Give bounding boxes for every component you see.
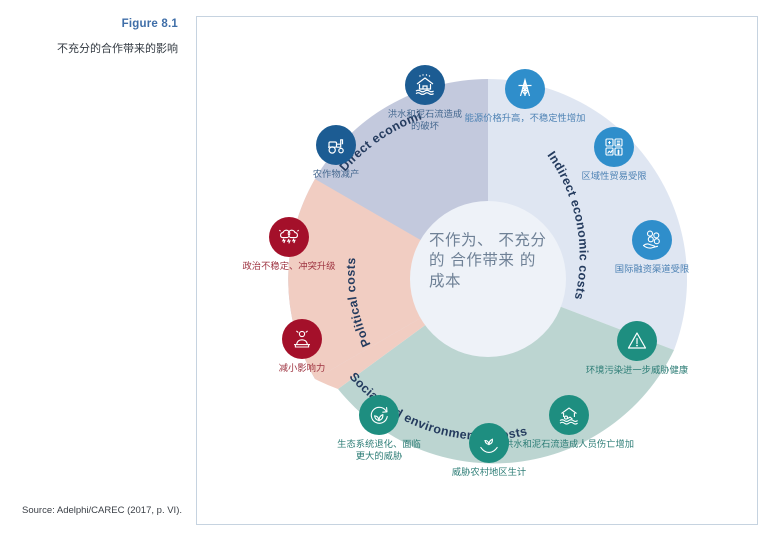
node-label: 国际融资渠道受限 xyxy=(614,264,690,275)
node-label: 区域性贸易受限 xyxy=(581,171,647,182)
node-international-finance[interactable]: 国际融资渠道受限 xyxy=(577,220,727,276)
node-reduced-influence[interactable]: 减小影响力 xyxy=(227,319,377,375)
trade-grid-icon xyxy=(594,127,634,167)
coins-hand-icon xyxy=(632,220,672,260)
node-label: 农作物减产 xyxy=(312,169,360,180)
node-label: 洪水和泥石流造成人员伤亡增加 xyxy=(503,439,635,450)
source-note: Source: Adelphi/CAREC (2017, p. VI). xyxy=(22,505,182,516)
figure-number: Figure 8.1 xyxy=(121,18,178,30)
node-flood-casualties[interactable]: 洪水和泥石流造成人员伤亡增加 xyxy=(474,395,664,451)
segment-political-body[interactable] xyxy=(288,179,488,379)
figure-frame: Direct economic costs Indirect economic … xyxy=(196,16,758,525)
figure-caption-block: Figure 8.1 不充分的合作带来的影响 xyxy=(0,18,188,57)
node-label: 政治不稳定、冲突升级 xyxy=(242,261,336,272)
node-flood-damage[interactable]: 洪水和泥石流造成 的破坏 xyxy=(350,65,500,133)
node-political-instability[interactable]: 政治不稳定、冲突升级 xyxy=(214,217,364,273)
node-crop-loss[interactable]: 农作物减产 xyxy=(261,125,411,181)
sprout-hand-icon xyxy=(469,423,509,463)
node-energy-prices[interactable]: 能源价格升高，不稳定性增加 xyxy=(430,69,620,125)
node-rural-livelihoods[interactable]: 威胁农村地区生计 xyxy=(414,423,564,479)
center-hub xyxy=(410,201,566,357)
segment-social[interactable] xyxy=(338,279,674,464)
node-label: 威胁农村地区生计 xyxy=(451,467,527,478)
power-pylon-icon xyxy=(505,69,545,109)
node-label: 洪水和泥石流造成 的破坏 xyxy=(387,109,463,133)
node-ecosystem-degradation[interactable]: 生态系统退化、面临 更大的威胁 xyxy=(304,395,454,463)
warning-triangle-icon xyxy=(617,321,657,361)
conflict-icon xyxy=(269,217,309,257)
figure-title: 不充分的合作带来的影响 xyxy=(57,42,178,55)
node-label: 能源价格升高，不稳定性增加 xyxy=(464,113,586,124)
donut-chart: Direct economic costs Indirect economic … xyxy=(197,17,759,526)
flood-casualty-icon xyxy=(549,395,589,435)
flood-house-icon xyxy=(405,65,445,105)
node-label: 减小影响力 xyxy=(278,363,326,374)
tractor-icon xyxy=(316,125,356,165)
node-pollution-health[interactable]: 环境污染进一步威胁健康 xyxy=(549,321,725,377)
ecosystem-leaf-icon xyxy=(359,395,399,435)
node-label: 生态系统退化、面临 更大的威胁 xyxy=(337,439,421,463)
node-regional-trade[interactable]: 区域性贸易受限 xyxy=(539,127,689,183)
donut-svg: Direct economic costs Indirect economic … xyxy=(197,17,688,464)
node-label: 环境污染进一步威胁健康 xyxy=(585,365,689,376)
influence-person-icon xyxy=(282,319,322,359)
